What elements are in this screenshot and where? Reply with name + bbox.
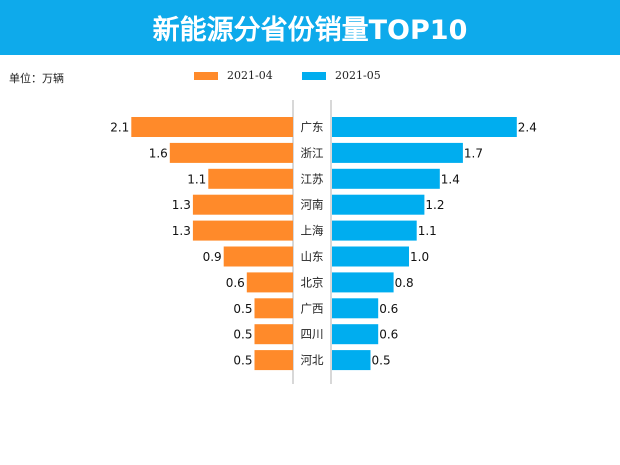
data-label-2021-04: 0.5 xyxy=(233,328,252,342)
data-label-2021-05: 1.0 xyxy=(410,250,429,264)
legend-label: 2021-05 xyxy=(335,69,381,82)
category-label: 河北 xyxy=(301,353,324,367)
data-label-2021-05: 2.4 xyxy=(518,121,537,135)
legend-swatch-blue xyxy=(302,71,326,80)
data-label-2021-04: 0.9 xyxy=(203,250,222,264)
data-label-2021-05: 0.5 xyxy=(372,354,391,368)
bar-2021-05 xyxy=(332,142,463,163)
legend-item-2021-04: 2021-04 xyxy=(194,69,273,82)
bar-2021-04 xyxy=(169,142,293,163)
bar-2021-05 xyxy=(332,168,440,189)
bar-2021-04 xyxy=(254,324,293,345)
bar-2021-05 xyxy=(332,298,379,319)
bar-2021-04 xyxy=(208,168,293,189)
bar-2021-04 xyxy=(254,350,293,371)
data-label-2021-04: 0.6 xyxy=(226,276,245,290)
data-label-2021-05: 1.4 xyxy=(441,172,460,186)
bar-2021-05 xyxy=(332,246,409,267)
bar-2021-05 xyxy=(332,324,379,345)
data-label-2021-04: 0.5 xyxy=(233,354,252,368)
title-banner: 新能源分省份销量TOP10 xyxy=(0,0,620,55)
data-label-2021-04: 2.1 xyxy=(110,121,129,135)
data-label-2021-05: 1.1 xyxy=(418,224,437,238)
category-label: 河南 xyxy=(301,198,324,212)
bar-2021-04 xyxy=(192,220,293,241)
data-label-2021-05: 0.6 xyxy=(379,328,398,342)
data-label-2021-04: 1.3 xyxy=(172,198,191,212)
data-label-2021-05: 0.8 xyxy=(395,276,414,290)
bar-2021-05 xyxy=(332,272,394,293)
bar-2021-04 xyxy=(192,194,293,215)
category-label: 广西 xyxy=(301,301,324,315)
chart-title: 新能源分省份销量TOP10 xyxy=(152,15,468,46)
category-label: 广东 xyxy=(301,120,324,134)
bar-2021-04 xyxy=(246,272,293,293)
category-label: 北京 xyxy=(301,275,324,289)
bar-2021-04 xyxy=(223,246,293,267)
legend-swatch-orange xyxy=(194,71,218,80)
category-label: 山东 xyxy=(301,250,324,264)
bar-2021-05 xyxy=(332,220,417,241)
data-label-2021-04: 1.1 xyxy=(187,172,206,186)
data-label-2021-05: 1.2 xyxy=(425,198,444,212)
data-label-2021-04: 1.6 xyxy=(149,146,168,160)
data-label-2021-04: 0.5 xyxy=(233,302,252,316)
legend-label: 2021-04 xyxy=(227,69,273,82)
bar-2021-05 xyxy=(332,194,425,215)
category-label: 浙江 xyxy=(301,146,324,160)
legend-item-2021-05: 2021-05 xyxy=(302,69,381,82)
bar-2021-04 xyxy=(254,298,293,319)
data-label-2021-05: 0.6 xyxy=(379,302,398,316)
bar-2021-05 xyxy=(332,117,517,137)
category-label: 四川 xyxy=(301,327,324,341)
data-label-2021-04: 1.3 xyxy=(172,224,191,238)
unit-label: 单位：万辆 xyxy=(9,72,64,85)
data-label-2021-05: 1.7 xyxy=(464,146,483,160)
bar-2021-04 xyxy=(131,117,293,137)
category-label: 江苏 xyxy=(301,172,324,186)
category-label: 上海 xyxy=(301,224,324,238)
bar-2021-05 xyxy=(332,350,371,371)
